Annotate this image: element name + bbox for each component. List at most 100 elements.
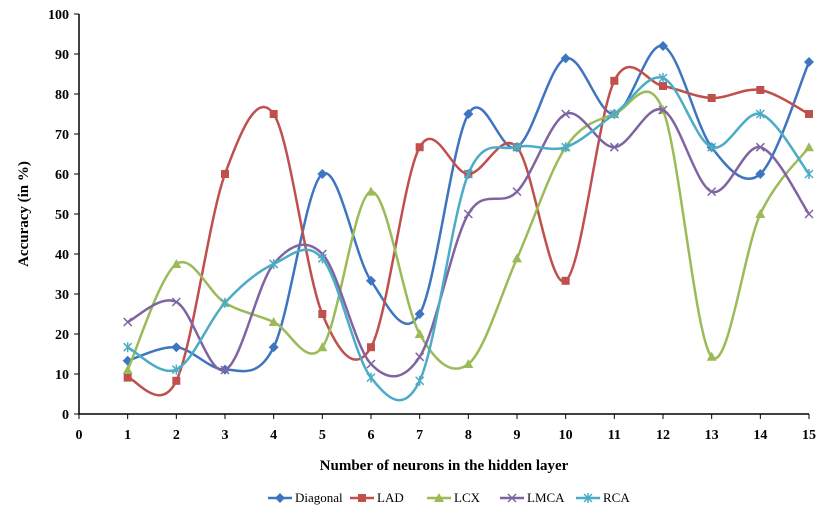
x-axis-title: Number of neurons in the hidden layer	[320, 458, 569, 474]
data-point	[707, 142, 717, 153]
data-point	[123, 342, 133, 353]
data-point	[755, 169, 766, 179]
data-point	[756, 86, 765, 94]
y-tick-label: 80	[55, 88, 69, 103]
x-tick-label: 1	[124, 428, 131, 443]
x-tick-label: 12	[656, 428, 670, 443]
data-point	[463, 169, 473, 179]
y-tick-label: 30	[55, 288, 69, 303]
legend-label: Diagonal	[295, 490, 343, 505]
legend-marker	[583, 493, 593, 503]
data-point	[805, 110, 813, 118]
data-point	[755, 109, 765, 119]
series-line-diagonal	[127, 44, 811, 373]
data-point	[221, 170, 229, 178]
data-point	[707, 187, 717, 197]
legend-marker	[507, 493, 517, 503]
data-point	[366, 186, 376, 196]
data-point	[123, 317, 133, 327]
data-point	[560, 53, 571, 64]
data-point	[414, 309, 425, 319]
legend-item-diagonal: Diagonal	[268, 490, 343, 505]
data-point	[707, 94, 716, 102]
y-axis-title: Accuracy (in %)	[16, 161, 32, 267]
y-tick-label: 50	[55, 208, 69, 223]
data-point	[609, 142, 619, 152]
y-tick-label: 100	[48, 8, 69, 23]
data-point	[366, 372, 376, 383]
legend-item-lcx: LCX	[427, 490, 481, 505]
data-point	[415, 143, 424, 152]
data-point	[463, 359, 474, 368]
data-point	[171, 342, 182, 353]
data-point	[317, 169, 328, 179]
plot-area	[122, 41, 814, 402]
legend-marker	[358, 494, 366, 502]
x-tick-label: 6	[368, 428, 375, 443]
data-point	[171, 259, 182, 268]
data-point	[804, 209, 814, 219]
data-point	[318, 310, 327, 318]
legend-marker	[434, 493, 444, 502]
y-tick-label: 0	[62, 408, 69, 423]
x-tick-label: 2	[173, 428, 180, 443]
data-point	[804, 142, 814, 152]
data-point	[512, 253, 522, 263]
x-tick-label: 9	[514, 428, 521, 443]
data-point	[366, 359, 376, 369]
data-point	[367, 343, 375, 352]
data-point	[463, 209, 473, 219]
series-line-rca	[127, 76, 810, 402]
data-point	[658, 105, 668, 115]
series-line-lmca	[127, 108, 811, 378]
data-point	[415, 352, 425, 362]
legend-item-lmca: LMCA	[500, 490, 565, 505]
x-tick-label: 13	[705, 428, 719, 443]
data-point	[220, 297, 230, 308]
data-point	[658, 73, 668, 83]
x-tick-label: 14	[753, 428, 767, 443]
legend-item-lad: LAD	[350, 490, 404, 505]
x-tick-label: 3	[222, 428, 229, 443]
data-point	[220, 365, 230, 375]
data-point	[268, 342, 279, 353]
data-point	[659, 82, 667, 90]
data-point	[269, 259, 279, 269]
y-tick-label: 10	[55, 368, 69, 383]
data-point	[268, 317, 279, 326]
data-point	[366, 275, 376, 286]
data-point	[122, 355, 133, 366]
data-point	[512, 142, 522, 153]
series-rca	[123, 73, 814, 402]
x-tick-label: 4	[270, 428, 277, 443]
x-tick-label: 15	[802, 428, 816, 443]
legend-label: LMCA	[527, 490, 565, 505]
data-point	[172, 376, 181, 385]
data-point	[706, 351, 717, 361]
data-point	[317, 342, 328, 352]
data-point	[561, 276, 570, 285]
data-point	[122, 365, 133, 374]
series-diagonal	[122, 41, 814, 375]
data-point	[171, 364, 181, 375]
data-point	[804, 57, 814, 67]
data-point	[561, 109, 571, 119]
y-tick-label: 90	[55, 48, 69, 63]
legend-item-rca: RCA	[576, 490, 630, 505]
data-point	[123, 373, 132, 382]
legend: Diagonal LAD LCX LMCA RCA	[268, 490, 630, 505]
legend-label: LAD	[377, 490, 404, 505]
x-tick-label: 8	[465, 428, 472, 443]
series-line-lcx	[126, 90, 811, 371]
x-tick-label: 11	[608, 428, 621, 443]
y-tick-label: 70	[55, 128, 69, 143]
data-point	[463, 109, 474, 119]
data-point	[512, 187, 522, 197]
data-point	[269, 110, 278, 118]
legend-label: RCA	[603, 490, 630, 505]
data-point	[414, 329, 425, 338]
data-point	[171, 297, 181, 307]
data-point	[561, 142, 571, 153]
